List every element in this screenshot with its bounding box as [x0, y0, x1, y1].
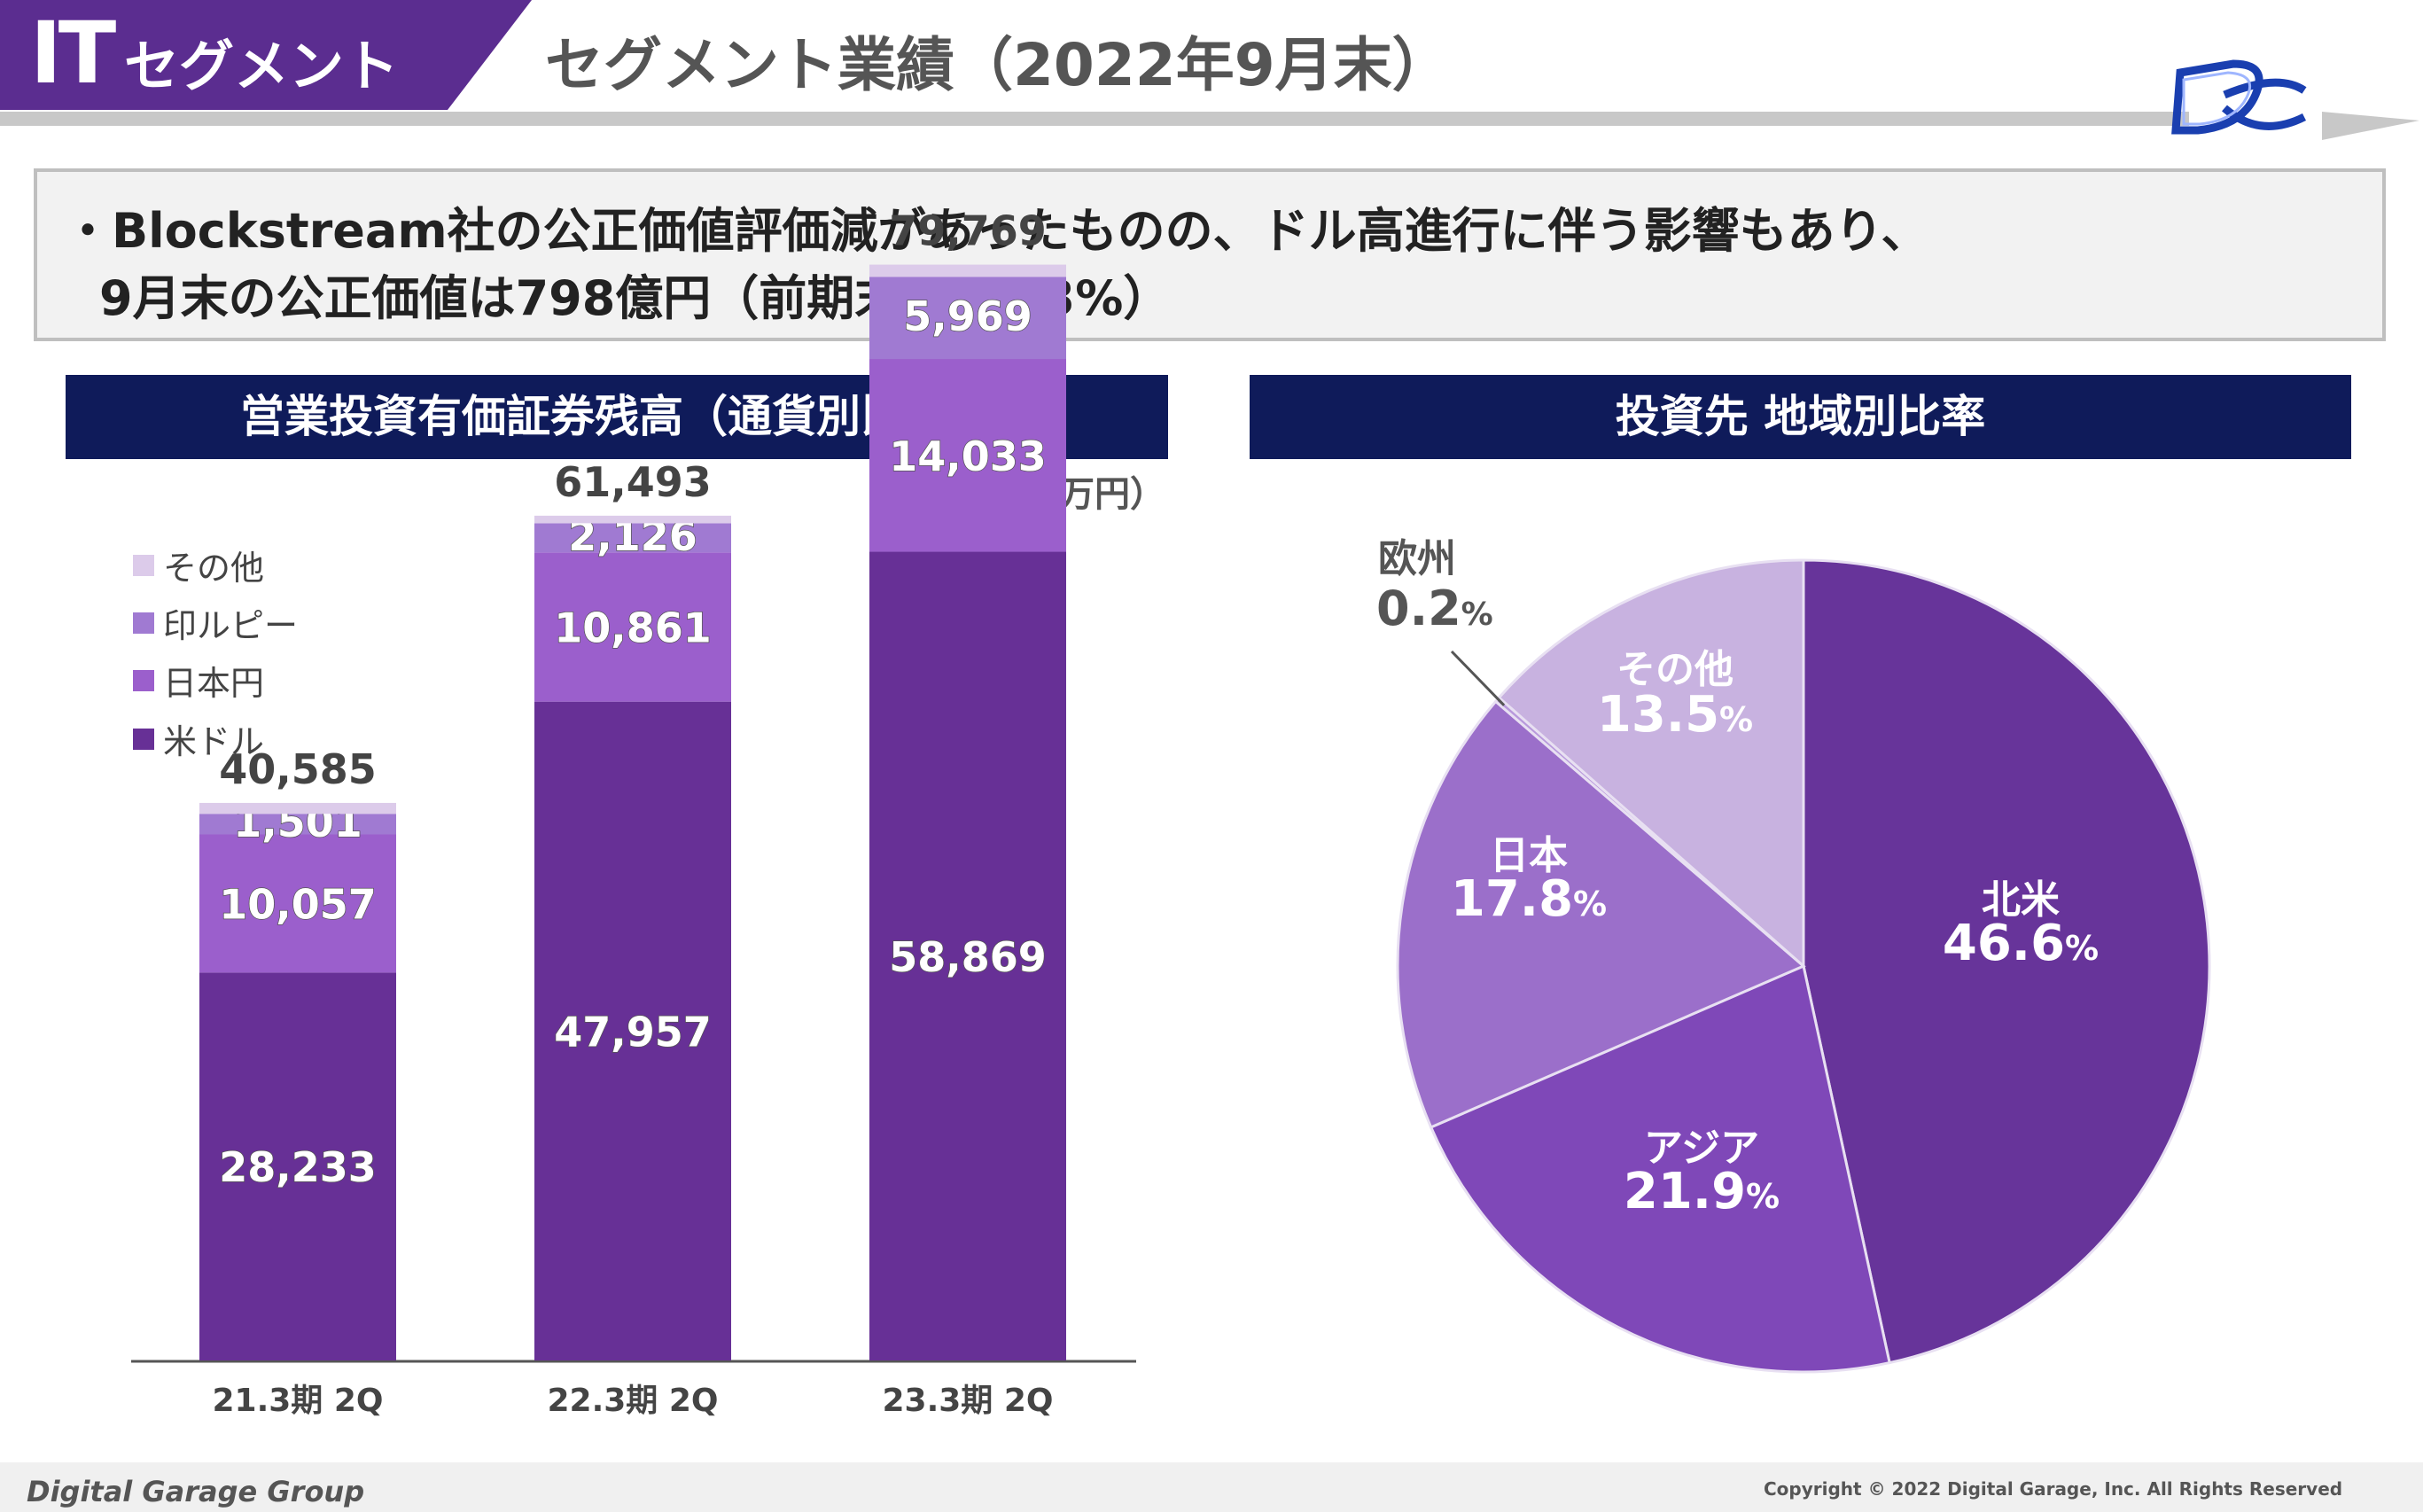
legend-label: その他	[163, 549, 265, 588]
legend-label: 日本円	[163, 664, 265, 703]
x-tick-label: 21.3期 2Q	[212, 1383, 383, 1419]
pie-slice	[1802, 558, 2211, 1365]
bar-segment	[534, 701, 731, 1360]
x-tick-label: 22.3期 2Q	[547, 1383, 718, 1419]
legend-swatch	[133, 669, 154, 691]
bar-segment	[534, 515, 731, 524]
legend-swatch	[133, 554, 154, 576]
pie-slice-unit: %	[1719, 700, 1753, 739]
bar-value-label: 10,057	[219, 880, 377, 928]
summary-line-1: ・Blockstream社の公正価値評価減があったものの、ドル高進行に伴う影響も…	[64, 203, 1929, 259]
pie-chart-header: 投資先 地域別比率	[1250, 375, 2351, 459]
legend-label: 印ルピー	[163, 606, 299, 645]
bar-segment	[199, 834, 396, 973]
header-divider	[0, 112, 2189, 126]
pie-slice-unit: %	[1573, 885, 1607, 924]
bar-total-label: 40,585	[219, 745, 377, 793]
pie-slice-name: 欧州	[1378, 536, 1456, 581]
bar-value-label: 5,969	[903, 292, 1032, 340]
bar-segment	[869, 277, 1066, 360]
pie-slice-unit: %	[2065, 929, 2099, 968]
copyright-text: Copyright © 2022 Digital Garage, Inc. Al…	[1764, 1478, 2343, 1500]
pie-slice	[1429, 963, 1891, 1374]
company-logo-icon	[2171, 59, 2307, 135]
legend-label: 米ドル	[163, 722, 265, 761]
bar-total-label: 79,769	[889, 207, 1047, 255]
legend-swatch	[133, 612, 154, 634]
bar-value-label: 28,233	[219, 1143, 377, 1191]
pie-slice-name: 日本	[1490, 833, 1568, 878]
bar-value-label: 14,033	[889, 433, 1047, 480]
bar-segment	[869, 264, 1066, 277]
pie-leader-line	[1450, 650, 1506, 706]
bar-segment	[534, 552, 731, 702]
legend-item-jpy: 日本円	[133, 656, 264, 705]
pie-slice-name: その他	[1617, 647, 1733, 692]
bar-total-label: 61,493	[554, 458, 712, 506]
bar-segment	[199, 972, 396, 1360]
pie-slice	[1497, 558, 1805, 970]
pie-slice-unit: %	[1461, 596, 1493, 633]
segment-tag-background	[0, 0, 532, 110]
bar-segment	[869, 359, 1066, 552]
pie-slice-unit: %	[1746, 1177, 1780, 1216]
bar-value-label: 10,861	[554, 604, 712, 651]
legend-swatch	[133, 728, 154, 750]
legend-item-other: その他	[133, 541, 264, 589]
pie-slice	[1396, 699, 1806, 1129]
pie-slice-name: アジア	[1644, 1126, 1759, 1171]
segment-tag-label: セグメント	[124, 34, 400, 98]
footer-brand: Digital Garage Group	[27, 1475, 365, 1508]
bar-segment	[869, 551, 1066, 1360]
legend-item-usd: 米ドル	[133, 714, 264, 763]
footer-bar	[0, 1462, 2423, 1512]
page-title: セグメント業績（2022年9月末）	[545, 31, 1451, 99]
pie-slice-value: 0.2%	[1376, 581, 1493, 636]
bar-segment	[199, 802, 396, 814]
segment-tag-it: IT	[30, 4, 116, 103]
bar-value-label: 47,957	[554, 1008, 712, 1056]
bar-value-label: 58,869	[889, 933, 1047, 981]
x-tick-label: 23.3期 2Q	[882, 1383, 1053, 1419]
pie-slice-name: 北米	[1982, 877, 2060, 923]
bar-segment	[534, 523, 731, 553]
bar-segment	[199, 814, 396, 835]
header-arrow-icon	[2322, 112, 2419, 140]
legend-item-inr: 印ルピー	[133, 598, 298, 647]
